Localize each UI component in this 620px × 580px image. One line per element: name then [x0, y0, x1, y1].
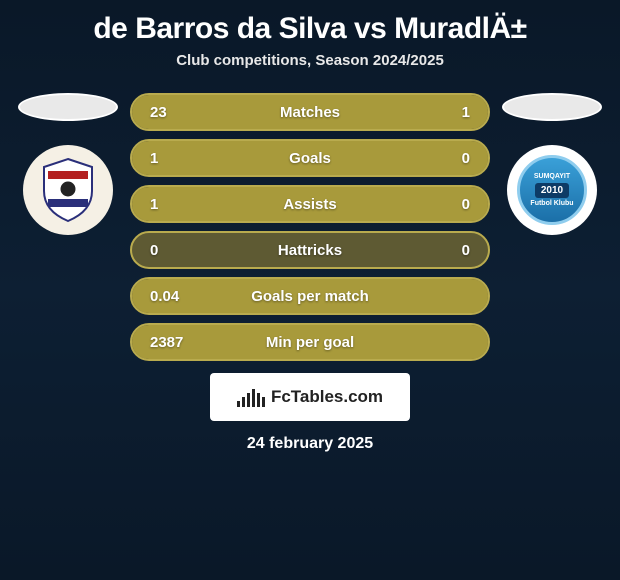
shield-icon	[38, 157, 98, 223]
bar-segment	[257, 393, 260, 407]
right-club-crest: SUMQAYIT 2010 Futbol Klubu	[507, 145, 597, 235]
stat-row: 2387Min per goal	[130, 323, 490, 361]
stat-left-value: 0.04	[132, 288, 212, 305]
bar-segment	[237, 401, 240, 407]
stat-left-value: 0	[132, 242, 212, 259]
right-player-avatar	[502, 93, 602, 121]
bar-segment	[262, 397, 265, 407]
stat-label: Matches	[212, 104, 408, 121]
bars-icon	[237, 387, 265, 407]
round-badge-icon: SUMQAYIT 2010 Futbol Klubu	[517, 155, 587, 225]
stat-right-value: 0	[408, 150, 488, 167]
left-player-avatar	[18, 93, 118, 121]
stat-label: Hattricks	[212, 242, 408, 259]
stat-label: Assists	[212, 196, 408, 213]
stat-row: 23Matches1	[130, 93, 490, 131]
stat-row: 0Hattricks0	[130, 231, 490, 269]
crest-year: 2010	[535, 183, 569, 198]
crest-bottom-text: Futbol Klubu	[530, 200, 573, 208]
stat-left-value: 23	[132, 104, 212, 121]
stat-right-value: 1	[408, 104, 488, 121]
stats-list: 23Matches11Goals01Assists00Hattricks00.0…	[130, 93, 490, 361]
date-line: 24 february 2025	[0, 435, 620, 453]
crest-top-text: SUMQAYIT	[534, 173, 570, 181]
stat-left-value: 1	[132, 150, 212, 167]
season-subtitle: Club competitions, Season 2024/2025	[0, 52, 620, 93]
bar-segment	[247, 393, 250, 407]
stat-row: 0.04Goals per match	[130, 277, 490, 315]
stat-label: Goals per match	[212, 288, 408, 305]
left-player-column	[18, 93, 118, 235]
comparison-area: 23Matches11Goals01Assists00Hattricks00.0…	[0, 93, 620, 361]
bar-segment	[242, 397, 245, 407]
stat-row: 1Goals0	[130, 139, 490, 177]
stat-left-value: 2387	[132, 334, 212, 351]
stat-right-value: 0	[408, 242, 488, 259]
stat-row: 1Assists0	[130, 185, 490, 223]
page-title: de Barros da Silva vs MuradlÄ±	[0, 0, 620, 52]
bar-segment	[252, 389, 255, 407]
branding-badge[interactable]: FcTables.com	[210, 373, 410, 421]
stat-label: Goals	[212, 150, 408, 167]
stat-label: Min per goal	[212, 334, 408, 351]
branding-text: FcTables.com	[271, 387, 383, 407]
left-club-crest	[23, 145, 113, 235]
right-player-column: SUMQAYIT 2010 Futbol Klubu	[502, 93, 602, 235]
stat-left-value: 1	[132, 196, 212, 213]
stat-right-value: 0	[408, 196, 488, 213]
